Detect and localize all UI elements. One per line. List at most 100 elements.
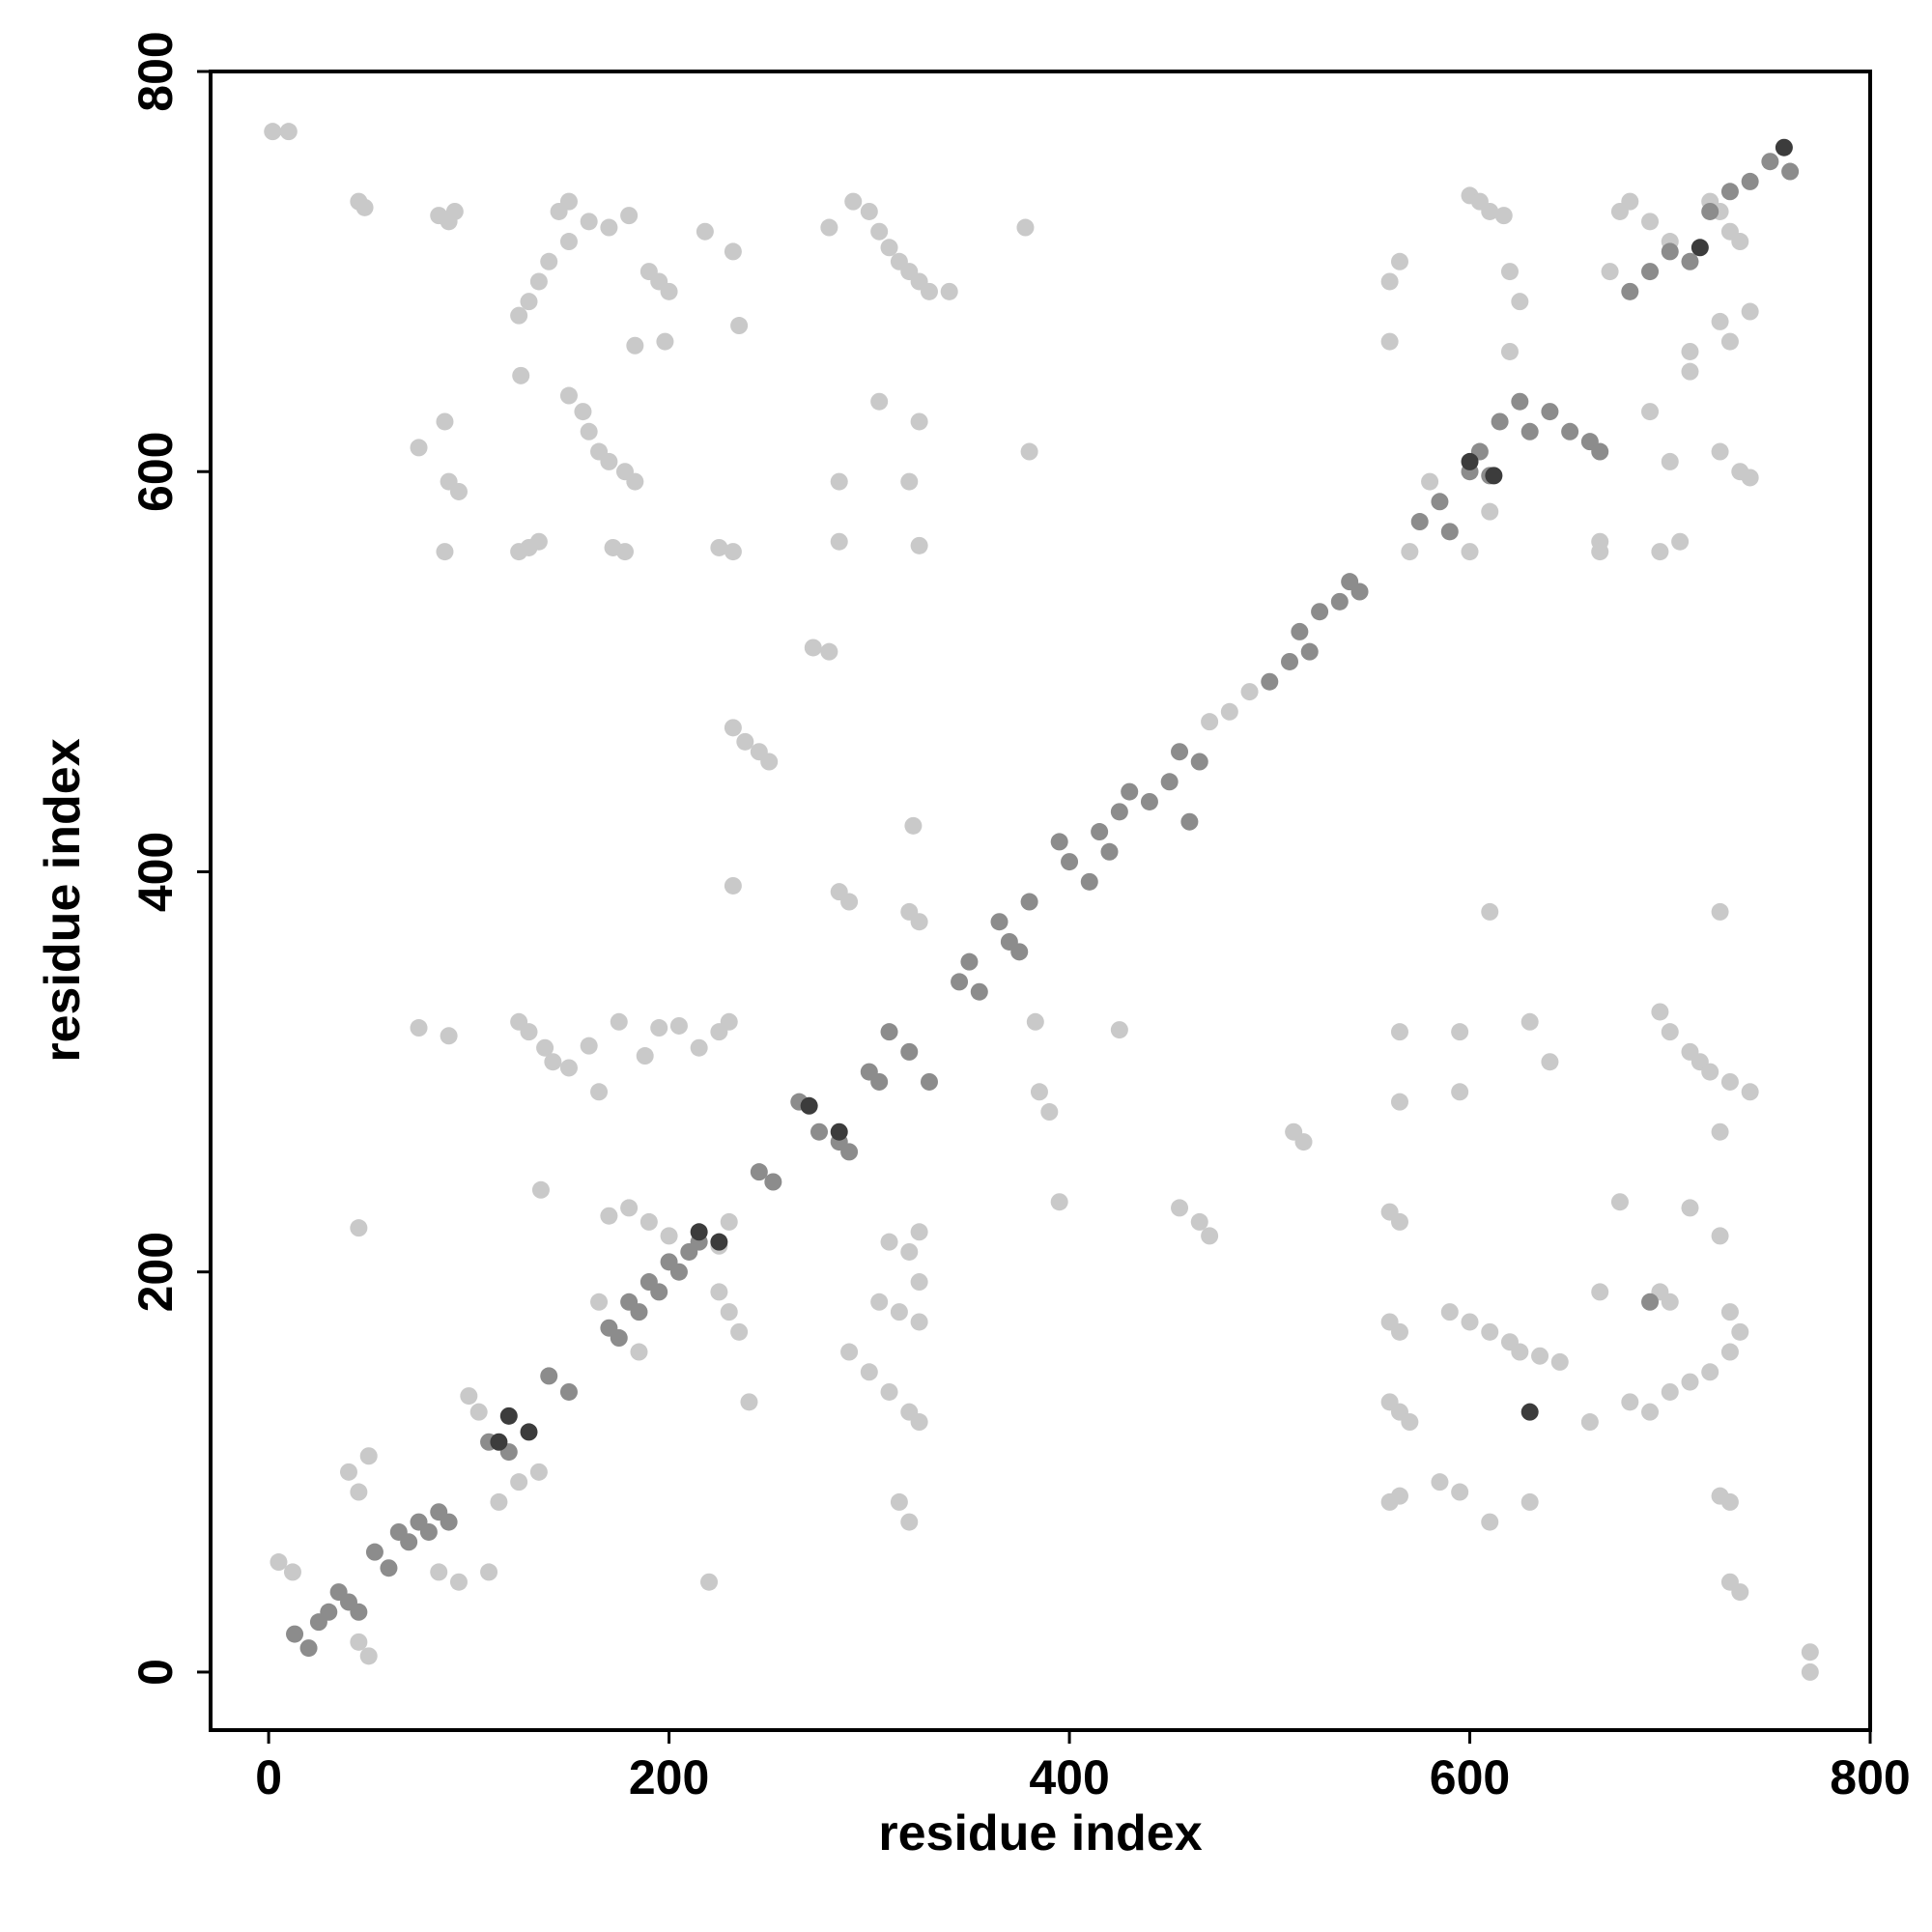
point [750, 1163, 768, 1181]
point [690, 1038, 708, 1057]
point [1671, 532, 1690, 551]
point [764, 1173, 782, 1191]
point [880, 239, 898, 257]
point [626, 336, 644, 355]
point [279, 123, 298, 141]
point [690, 1223, 708, 1241]
point [696, 222, 714, 241]
point [615, 543, 634, 561]
point [1511, 392, 1529, 411]
point [1591, 543, 1609, 561]
point [1520, 1012, 1539, 1031]
point [870, 1293, 889, 1311]
point [1720, 1072, 1739, 1091]
point [1741, 302, 1759, 321]
point [1481, 502, 1499, 521]
point [1380, 272, 1399, 291]
point [730, 1322, 749, 1341]
point [1661, 242, 1679, 261]
point [1461, 543, 1479, 561]
point [1561, 422, 1579, 440]
point [1461, 452, 1479, 470]
point [1390, 1487, 1408, 1505]
point [844, 192, 863, 211]
point [1201, 713, 1219, 731]
point [660, 1227, 678, 1245]
point [1461, 1313, 1479, 1331]
point [620, 207, 639, 225]
point [1731, 1583, 1749, 1602]
point [1016, 218, 1035, 237]
point [1091, 823, 1109, 841]
point [529, 272, 548, 291]
x-tick-label: 800 [1830, 1750, 1910, 1804]
point [1621, 192, 1639, 211]
point [1481, 902, 1499, 921]
point [1350, 582, 1369, 601]
point [650, 1019, 668, 1037]
point [1300, 642, 1319, 661]
point [1240, 683, 1259, 701]
point [890, 1492, 908, 1511]
point [410, 1019, 428, 1037]
point [1440, 523, 1459, 541]
point [1601, 263, 1619, 281]
point [1410, 513, 1429, 531]
point [590, 1293, 609, 1311]
point [1741, 469, 1759, 487]
point [1701, 1063, 1719, 1081]
point [1550, 1352, 1569, 1371]
point [531, 1180, 550, 1199]
point [1431, 1473, 1449, 1492]
x-tick-label: 0 [255, 1750, 282, 1804]
point [840, 1143, 859, 1161]
point [286, 1625, 304, 1643]
point [656, 332, 674, 351]
point [1390, 1093, 1408, 1111]
point [1520, 422, 1539, 440]
point [559, 386, 578, 405]
point [445, 202, 464, 220]
point [669, 1263, 688, 1281]
point [540, 1367, 558, 1385]
point [830, 532, 848, 551]
point [880, 1382, 898, 1401]
point [1720, 1303, 1739, 1321]
point [1485, 467, 1503, 485]
point [1160, 773, 1179, 791]
point [350, 1219, 368, 1237]
point [580, 1037, 598, 1055]
point [1661, 1382, 1679, 1401]
point [1201, 1227, 1219, 1245]
point [1451, 1023, 1469, 1041]
point [1171, 743, 1189, 761]
point [449, 1573, 468, 1591]
point [410, 439, 428, 457]
x-axis-label: residue index [878, 1805, 1202, 1861]
point [600, 218, 618, 237]
point [1500, 263, 1519, 281]
point [1390, 252, 1408, 270]
x-tick-label: 200 [629, 1750, 709, 1804]
point [365, 1543, 384, 1561]
point [529, 1463, 548, 1481]
point [710, 538, 728, 556]
point [1801, 1643, 1819, 1662]
point [1421, 472, 1439, 491]
point [1641, 1293, 1660, 1311]
point [730, 317, 749, 335]
point [1451, 1083, 1469, 1101]
point [724, 242, 742, 261]
point [1591, 442, 1609, 461]
point [1110, 803, 1128, 821]
point [724, 876, 742, 895]
point [724, 543, 742, 561]
point [1390, 1212, 1408, 1231]
point [510, 1473, 528, 1492]
x-tick-label: 600 [1430, 1750, 1510, 1804]
point [620, 1199, 639, 1217]
point [1040, 1103, 1059, 1122]
point [820, 642, 838, 661]
point [436, 543, 454, 561]
